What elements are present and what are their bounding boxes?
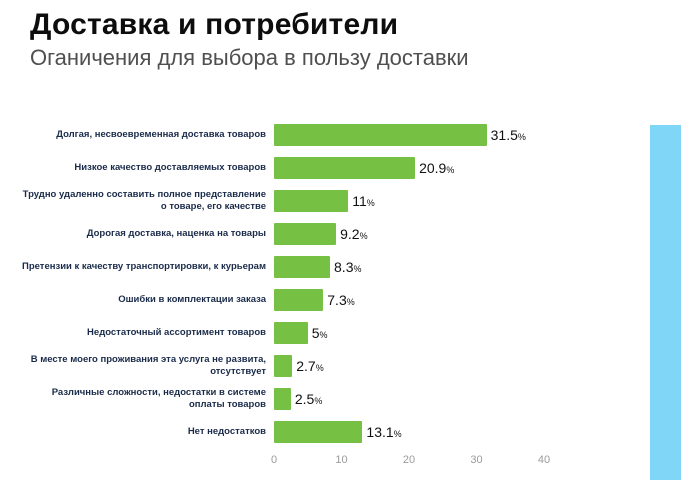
bar-label: Претензии к качеству транспортировки, к … <box>22 260 266 272</box>
bar-value: 8.3% <box>334 258 362 275</box>
bar-row: Претензии к качеству транспортировки, к … <box>22 250 602 283</box>
bar <box>274 288 324 311</box>
bar-label: Долгая, несвоевременная доставка товаров <box>56 128 266 140</box>
bar-plot-area: 8.3% <box>274 255 574 278</box>
bar-row: Ошибки в комплектации заказа 7.3% <box>22 283 602 316</box>
bar-value: 13.1% <box>366 423 402 440</box>
bar-value: 20.9% <box>419 159 455 176</box>
bar-plot-area: 13.1% <box>274 420 574 443</box>
bar-value: 9.2% <box>340 225 368 242</box>
bar-row: Низкое качество доставляемых товаров 20.9… <box>22 151 602 184</box>
bar <box>274 189 349 212</box>
bar <box>274 387 291 410</box>
bar-plot-area: 11% <box>274 189 574 212</box>
header: Доставка и потребители Оганичения для вы… <box>30 8 653 71</box>
bar <box>274 321 308 344</box>
bar-row: Недостаточный ассортимент товаров 5% <box>22 316 602 349</box>
x-axis-tick: 30 <box>470 454 483 466</box>
bar-row: Дорогая доставка, наценка на товары 9.2% <box>22 217 602 250</box>
bar <box>274 420 363 443</box>
bar-label: Недостаточный ассортимент товаров <box>87 326 266 338</box>
bar-plot-area: 7.3% <box>274 288 574 311</box>
bar <box>274 156 416 179</box>
bar-row: Долгая, несвоевременная доставка товаров… <box>22 118 602 151</box>
bar-value: 2.5% <box>294 390 323 407</box>
bar-label: Трудно удаленно составить полное предста… <box>22 189 266 212</box>
x-axis-tick: 10 <box>335 454 348 466</box>
page-subtitle: Оганичения для выбора в пользу доставки <box>30 44 469 70</box>
accent-side-bar <box>650 125 681 480</box>
bar-plot-area: 9.2% <box>274 222 574 245</box>
bar-label: В месте моего проживания эта услуга не р… <box>30 354 266 377</box>
x-axis-tick: 20 <box>402 454 416 466</box>
bar-label: Нет недостатков <box>187 425 266 437</box>
bar-plot-area: 31.5% <box>274 123 574 146</box>
x-axis-tick: 0 <box>270 454 278 466</box>
bar-label: Низкое качество доставляемых товаров <box>74 161 266 173</box>
bar-value: 2.7% <box>296 357 324 374</box>
bar-plot-area: 20.9% <box>274 156 574 179</box>
bar-value: 11% <box>352 192 375 209</box>
bar <box>274 255 331 278</box>
bar <box>274 123 487 146</box>
bar <box>274 222 337 245</box>
bar-row: В месте моего проживания эта услуга не р… <box>22 349 602 382</box>
bar-plot-area: 2.5% <box>274 387 574 410</box>
bar-row: Различные сложности, недостатки в систем… <box>22 382 602 415</box>
bar-label: Различные сложности, недостатки в систем… <box>51 387 266 410</box>
x-axis: 0 10 20 30 40 <box>270 454 574 472</box>
bar-value: 31.5% <box>490 126 526 143</box>
bar-label: Ошибки в комплектации заказа <box>118 293 266 305</box>
bar-plot-area: 2.7% <box>274 354 574 377</box>
bar-chart: Долгая, несвоевременная доставка товаров… <box>22 118 602 472</box>
bar-row: Нет недостатков 13.1% <box>22 415 602 448</box>
x-axis-tick: 40 <box>537 454 551 466</box>
bar-value: 7.3% <box>327 291 355 308</box>
bar-row: Трудно удаленно составить полное предста… <box>22 184 602 217</box>
bar-value: 5% <box>311 324 328 341</box>
bar <box>274 354 293 377</box>
page-title: Доставка и потребители <box>30 8 399 41</box>
bar-rows: Долгая, несвоевременная доставка товаров… <box>22 118 602 448</box>
bar-label: Дорогая доставка, наценка на товары <box>86 227 266 239</box>
bar-plot-area: 5% <box>274 321 574 344</box>
